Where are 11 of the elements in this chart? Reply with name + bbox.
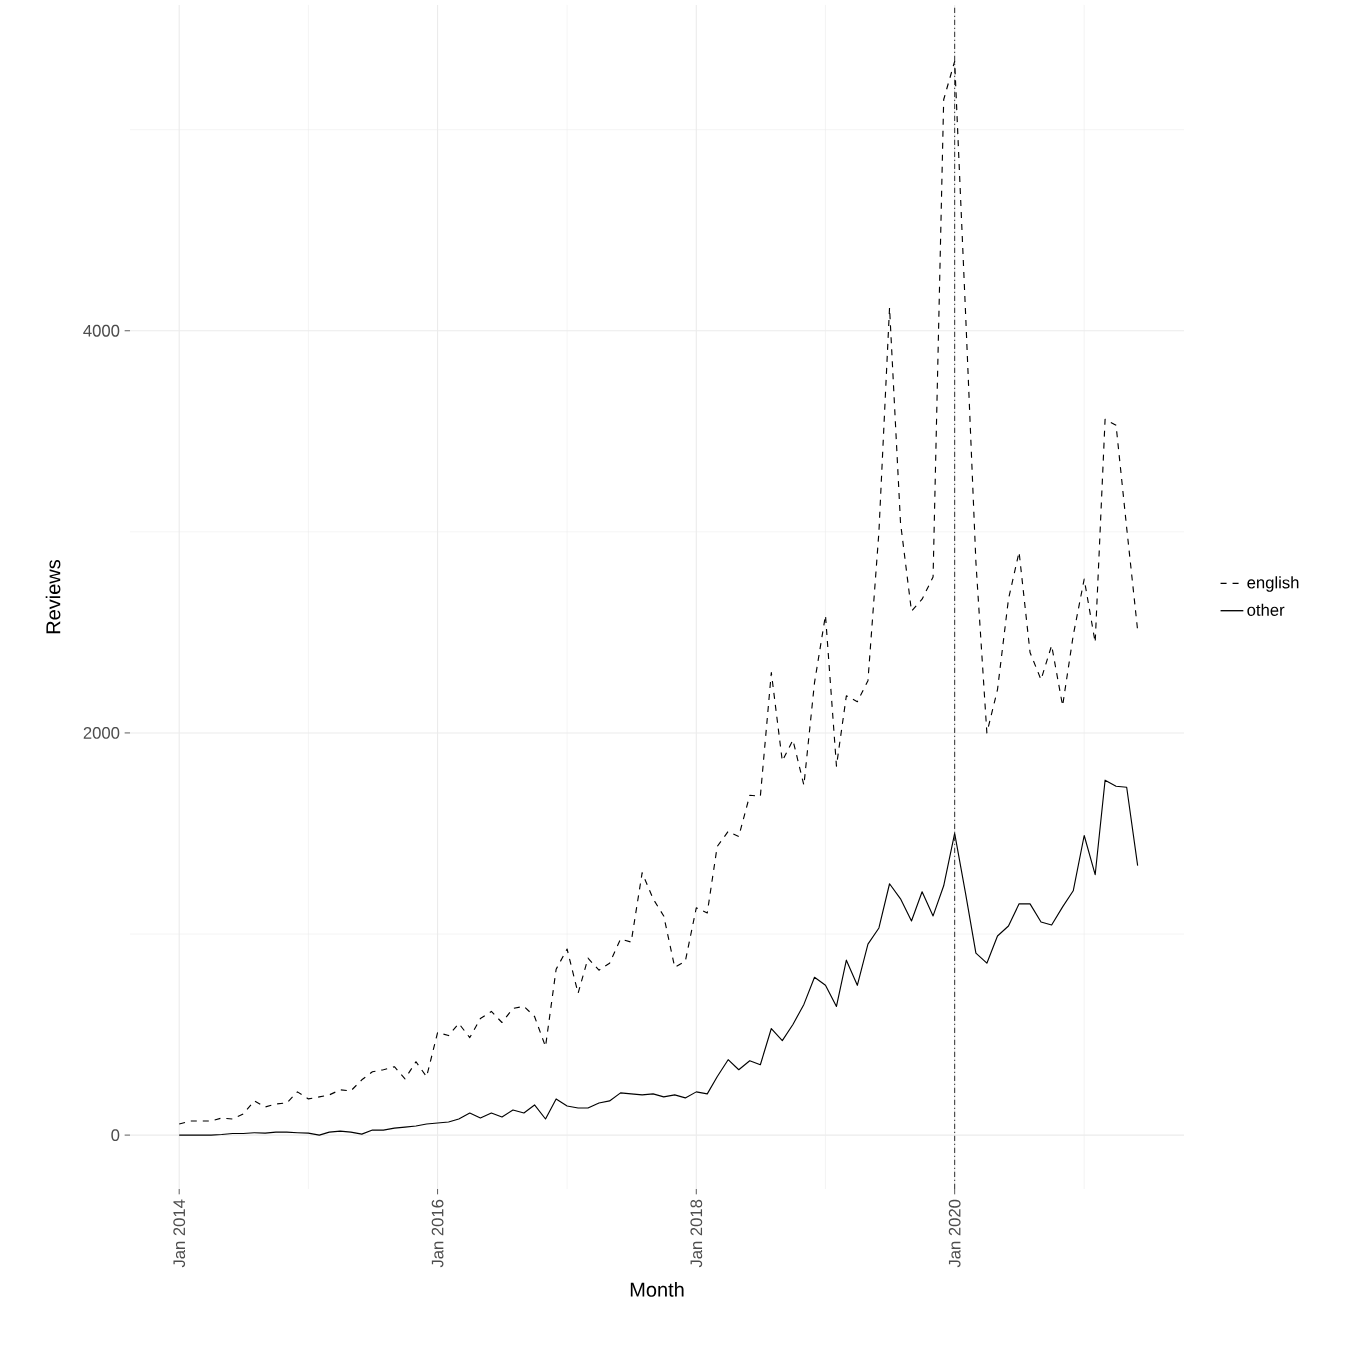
legend-label: english	[1247, 576, 1299, 592]
y-axis-title: Reviews	[45, 559, 61, 634]
y-tick-label: 2000	[83, 727, 120, 739]
x-tick-label: Jan 2014	[173, 1199, 186, 1268]
y-tick-label: 0	[111, 1129, 120, 1142]
x-tick-label: Jan 2020	[948, 1199, 961, 1268]
x-tick-label: Jan 2018	[690, 1199, 703, 1268]
y-tick-label: 4000	[83, 324, 120, 337]
legend-label: other	[1247, 603, 1285, 616]
x-axis-title: Month	[630, 1282, 684, 1297]
x-tick-label: Jan 2016	[431, 1199, 444, 1268]
